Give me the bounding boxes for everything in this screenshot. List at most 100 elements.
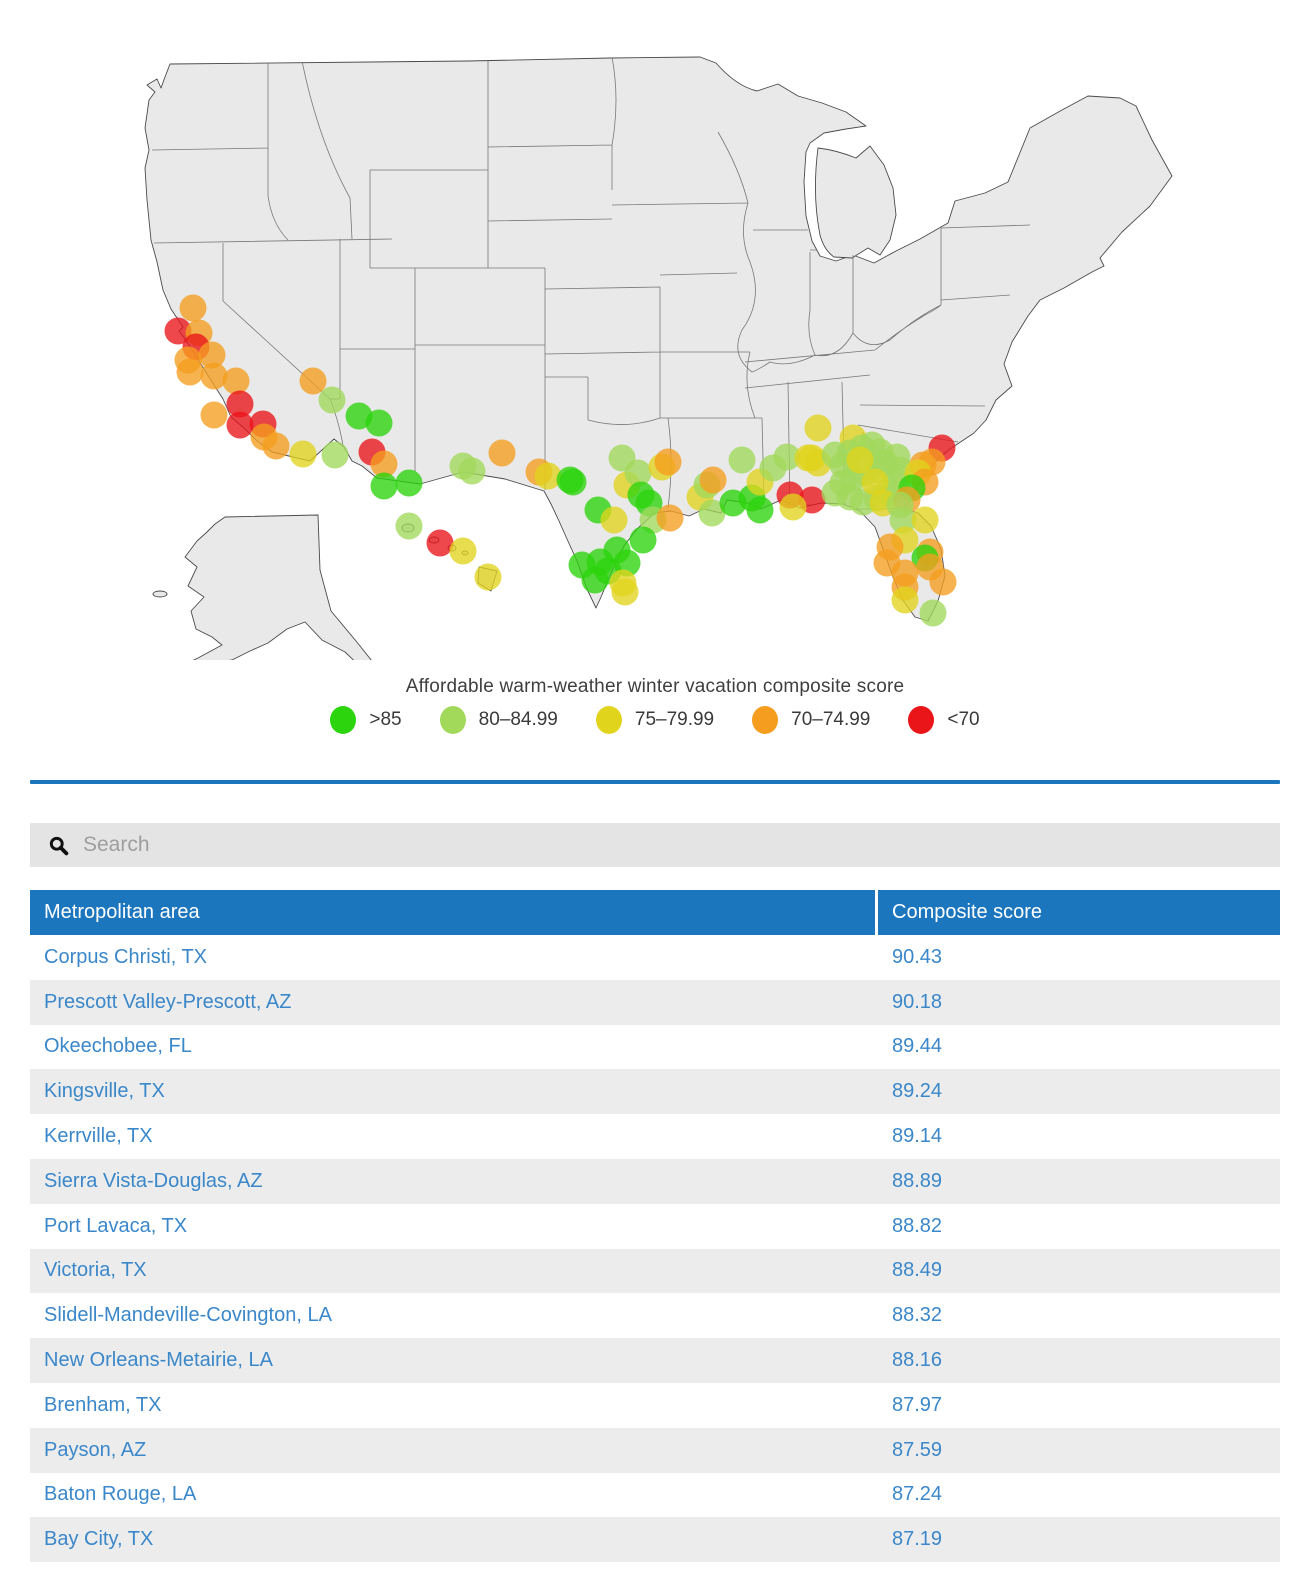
map-dot[interactable] — [299, 367, 327, 395]
header-composite-score[interactable]: Composite score — [878, 890, 1280, 935]
map-dot[interactable] — [176, 358, 204, 386]
map-dot[interactable] — [226, 411, 254, 439]
map-dot[interactable] — [600, 506, 628, 534]
map-dot[interactable] — [773, 443, 801, 471]
map-dot[interactable] — [929, 568, 957, 596]
score-cell: 88.82 — [892, 1214, 943, 1237]
table-row[interactable]: Kingsville, TX 89.24 — [30, 1069, 1280, 1115]
score-cell: 87.19 — [892, 1528, 943, 1551]
map-dot[interactable] — [883, 443, 911, 471]
table-row[interactable]: Baton Rouge, LA 87.24 — [30, 1473, 1280, 1518]
map-dot[interactable] — [200, 401, 228, 429]
table-row[interactable]: Port Lavaca, TX 88.82 — [30, 1204, 1280, 1249]
map-dot[interactable] — [728, 446, 756, 474]
metro-cell[interactable]: Prescott Valley-Prescott, AZ — [44, 990, 292, 1013]
header-metro-area[interactable]: Metropolitan area — [30, 890, 875, 935]
map-dot[interactable] — [889, 506, 917, 534]
metro-score-table: Metropolitan area Composite score Corpus… — [30, 890, 1280, 1563]
table-row[interactable]: Kerrville, TX 89.14 — [30, 1114, 1280, 1159]
map-dot[interactable] — [222, 367, 250, 395]
map-dot[interactable] — [911, 506, 939, 534]
map-dot[interactable] — [321, 441, 349, 469]
map-dot[interactable] — [370, 450, 398, 478]
map-dot[interactable] — [891, 586, 919, 614]
map-dot[interactable] — [919, 599, 947, 627]
metro-cell[interactable]: Slidell-Mandeville-Covington, LA — [44, 1304, 332, 1327]
map-dot[interactable] — [226, 390, 254, 418]
map-dot[interactable] — [198, 341, 226, 369]
metro-cell[interactable]: Brenham, TX — [44, 1393, 162, 1416]
metro-cell[interactable]: Sierra Vista-Douglas, AZ — [44, 1169, 263, 1192]
legend-label: 75–79.99 — [634, 709, 715, 730]
map-dot[interactable] — [488, 439, 516, 467]
metro-cell[interactable]: Okeechobee, FL — [44, 1035, 192, 1058]
map-dot[interactable] — [699, 466, 727, 494]
table-body: Corpus Christi, TX 90.43 Prescott Valley-P… — [30, 935, 1280, 1563]
metro-cell[interactable]: Kerrville, TX — [44, 1125, 153, 1148]
map-dot[interactable] — [395, 512, 423, 540]
map-dot[interactable] — [611, 578, 639, 606]
section-divider — [30, 780, 1280, 784]
map-dot[interactable] — [318, 386, 346, 414]
table-header: Metropolitan area Composite score — [30, 890, 1280, 935]
score-cell: 87.59 — [892, 1438, 943, 1461]
legend-dot-r — [908, 706, 935, 734]
table-row[interactable]: Payson, AZ 87.59 — [30, 1427, 1280, 1473]
alaska-outline — [184, 514, 372, 660]
score-cell: 87.97 — [892, 1393, 943, 1416]
us-map-svg — [144, 56, 1173, 660]
search-bar[interactable] — [30, 823, 1280, 867]
map-dot[interactable] — [365, 409, 393, 437]
map-dot[interactable] — [629, 526, 657, 554]
map-dot[interactable] — [698, 499, 726, 527]
map-dot[interactable] — [449, 537, 477, 565]
map-dot[interactable] — [559, 468, 587, 496]
table-row[interactable]: Prescott Valley-Prescott, AZ 90.18 — [30, 979, 1280, 1025]
map-dot[interactable] — [568, 551, 596, 579]
score-cell: 88.49 — [892, 1259, 943, 1282]
map-dot[interactable] — [746, 496, 774, 524]
table-row[interactable]: Slidell-Mandeville-Covington, LA 88.32 — [30, 1293, 1280, 1338]
metro-cell[interactable]: Victoria, TX — [44, 1259, 147, 1282]
metro-cell[interactable]: Baton Rouge, LA — [44, 1483, 197, 1506]
metro-cell[interactable]: New Orleans-Metairie, LA — [44, 1349, 273, 1372]
legend-item-lg: 80–84.99 — [439, 706, 558, 734]
map-dot[interactable] — [474, 563, 502, 591]
score-cell: 89.14 — [892, 1125, 943, 1148]
table-row[interactable]: New Orleans-Metairie, LA 88.16 — [30, 1338, 1280, 1383]
map-dot[interactable] — [426, 529, 454, 557]
map-dot[interactable] — [861, 468, 889, 496]
map-dot[interactable] — [289, 440, 317, 468]
table-row[interactable]: Okeechobee, FL 89.44 — [30, 1025, 1280, 1070]
legend-label: 80–84.99 — [478, 709, 558, 730]
alaska-island — [152, 590, 168, 598]
map-dot[interactable] — [779, 493, 807, 521]
map-dot[interactable] — [458, 457, 486, 485]
metro-cell[interactable]: Payson, AZ — [44, 1438, 147, 1461]
map-dot[interactable] — [804, 414, 832, 442]
legend-dot-g — [330, 706, 357, 734]
search-input[interactable] — [81, 832, 1280, 858]
map-dot[interactable] — [654, 448, 682, 476]
table-row[interactable]: Victoria, TX 88.49 — [30, 1248, 1280, 1294]
table-row[interactable]: Sierra Vista-Douglas, AZ 88.89 — [30, 1158, 1280, 1204]
metro-cell[interactable]: Kingsville, TX — [44, 1080, 165, 1103]
map-dot[interactable] — [846, 446, 874, 474]
map-dot[interactable] — [370, 472, 398, 500]
map-dot[interactable] — [200, 362, 228, 390]
table-row[interactable]: Corpus Christi, TX 90.43 — [30, 935, 1280, 980]
metro-cell[interactable]: Port Lavaca, TX — [44, 1214, 188, 1237]
map-dot[interactable] — [179, 294, 207, 322]
michigan-mitten — [814, 145, 897, 259]
table-row[interactable]: Brenham, TX 87.97 — [30, 1383, 1280, 1428]
map-dot[interactable] — [624, 459, 652, 487]
table-row[interactable]: Bay City, TX 87.19 — [30, 1517, 1280, 1563]
map-dot[interactable] — [262, 432, 290, 460]
map-dot[interactable] — [656, 504, 684, 532]
state-borders — [151, 57, 1031, 511]
map-dot[interactable] — [164, 317, 192, 345]
metro-cell[interactable]: Bay City, TX — [44, 1528, 154, 1551]
metro-cell[interactable]: Corpus Christi, TX — [44, 945, 208, 968]
map-dot[interactable] — [395, 469, 423, 497]
map-dot[interactable] — [534, 462, 562, 490]
